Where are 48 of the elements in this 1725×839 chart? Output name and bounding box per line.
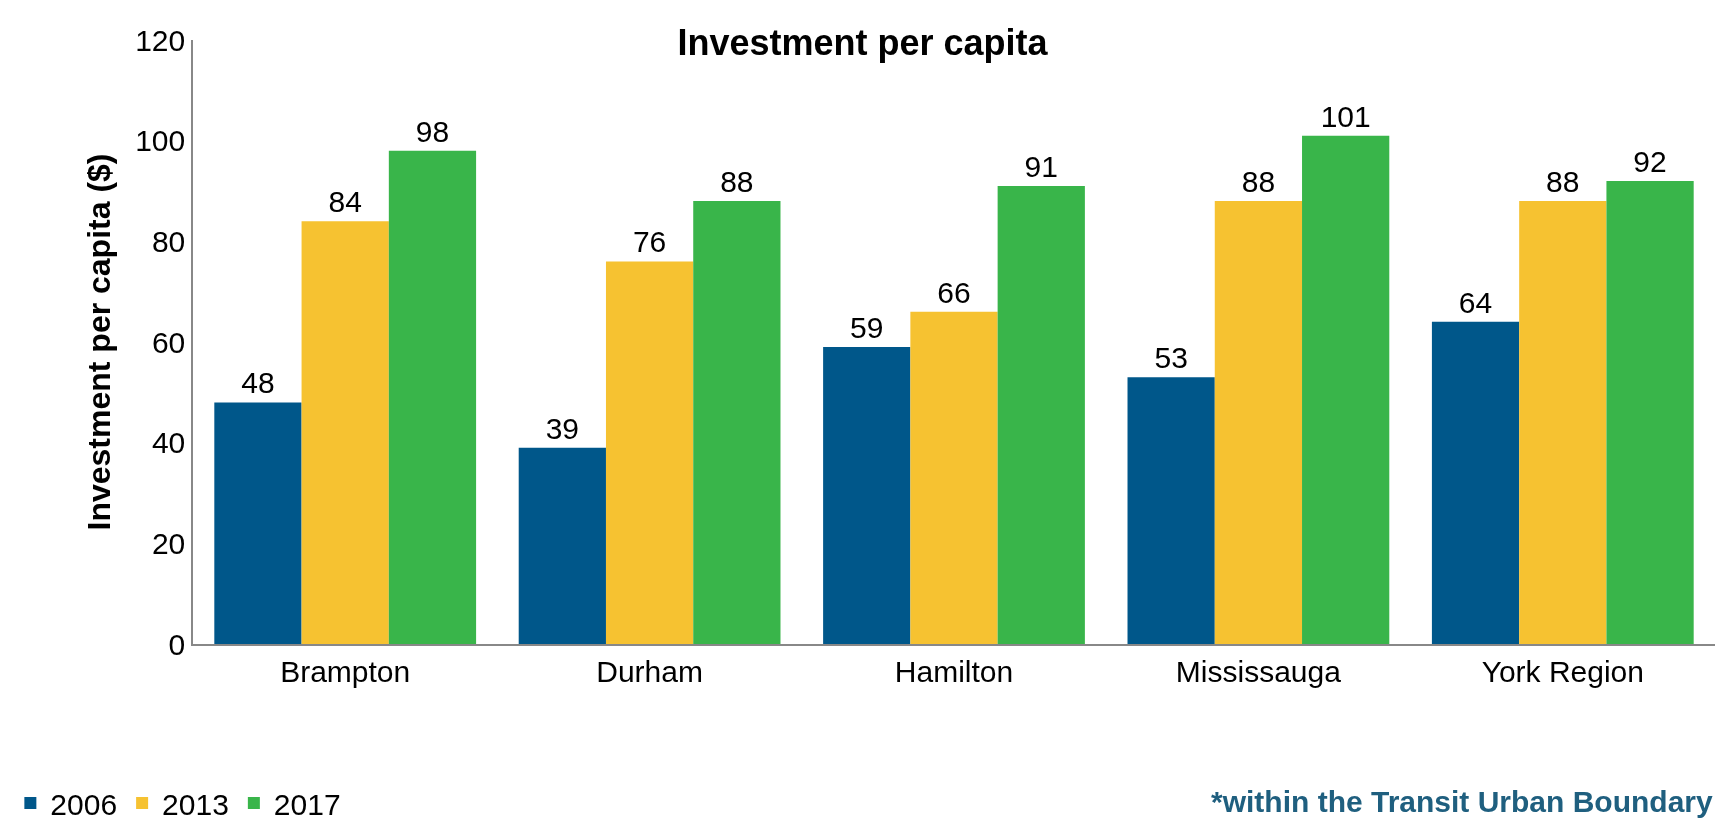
bar xyxy=(693,201,781,644)
y-tick-label: 80 xyxy=(151,224,186,258)
bar xyxy=(1214,201,1303,644)
x-tick-label: Durham xyxy=(596,654,703,688)
y-tick-label: 40 xyxy=(151,426,186,460)
legend-label: 2013 xyxy=(162,787,229,821)
bar xyxy=(214,402,302,644)
bar xyxy=(518,447,606,644)
y-axis-title: Investment per capita ($) xyxy=(80,153,117,531)
x-tick-label: Mississauga xyxy=(1175,654,1342,688)
bar xyxy=(388,150,477,644)
data-label: 92 xyxy=(1633,144,1667,178)
x-tick-label: York Region xyxy=(1481,654,1644,688)
bar xyxy=(997,185,1085,644)
data-label: 66 xyxy=(937,275,971,309)
bar xyxy=(1127,377,1215,644)
chart-title: Investment per capita xyxy=(677,21,1049,63)
bar xyxy=(1302,135,1390,644)
data-label: 39 xyxy=(545,411,580,445)
data-label: 88 xyxy=(1546,165,1580,199)
bar xyxy=(823,347,911,644)
data-label: 88 xyxy=(720,165,754,199)
data-label: 48 xyxy=(241,366,275,400)
data-label: 91 xyxy=(1024,149,1058,183)
data-label: 64 xyxy=(1458,285,1493,319)
bar xyxy=(1431,321,1520,644)
data-label: 101 xyxy=(1320,99,1371,133)
bar xyxy=(301,221,389,644)
y-tick-label: 20 xyxy=(151,526,186,560)
data-label: 53 xyxy=(1154,341,1188,375)
x-tick-label: Brampton xyxy=(280,654,411,688)
bar xyxy=(1519,201,1607,644)
x-tick-label: Hamilton xyxy=(894,654,1014,688)
legend-label: 2006 xyxy=(50,787,118,821)
y-tick-label: 60 xyxy=(151,325,186,359)
y-tick-label: 120 xyxy=(135,23,186,57)
y-tick-label: 100 xyxy=(135,124,186,158)
data-label: 88 xyxy=(1241,165,1276,199)
bar xyxy=(1606,180,1694,644)
text: *within the Transit Urban Boundary xyxy=(1211,785,1714,818)
legend-label: 2017 xyxy=(273,787,341,821)
data-label: 76 xyxy=(632,225,667,259)
data-label: 84 xyxy=(328,185,362,219)
bar xyxy=(910,311,998,644)
data-label: 59 xyxy=(850,311,884,345)
bar xyxy=(605,261,694,644)
y-tick-label: 0 xyxy=(168,627,186,661)
data-label: 98 xyxy=(415,114,450,148)
